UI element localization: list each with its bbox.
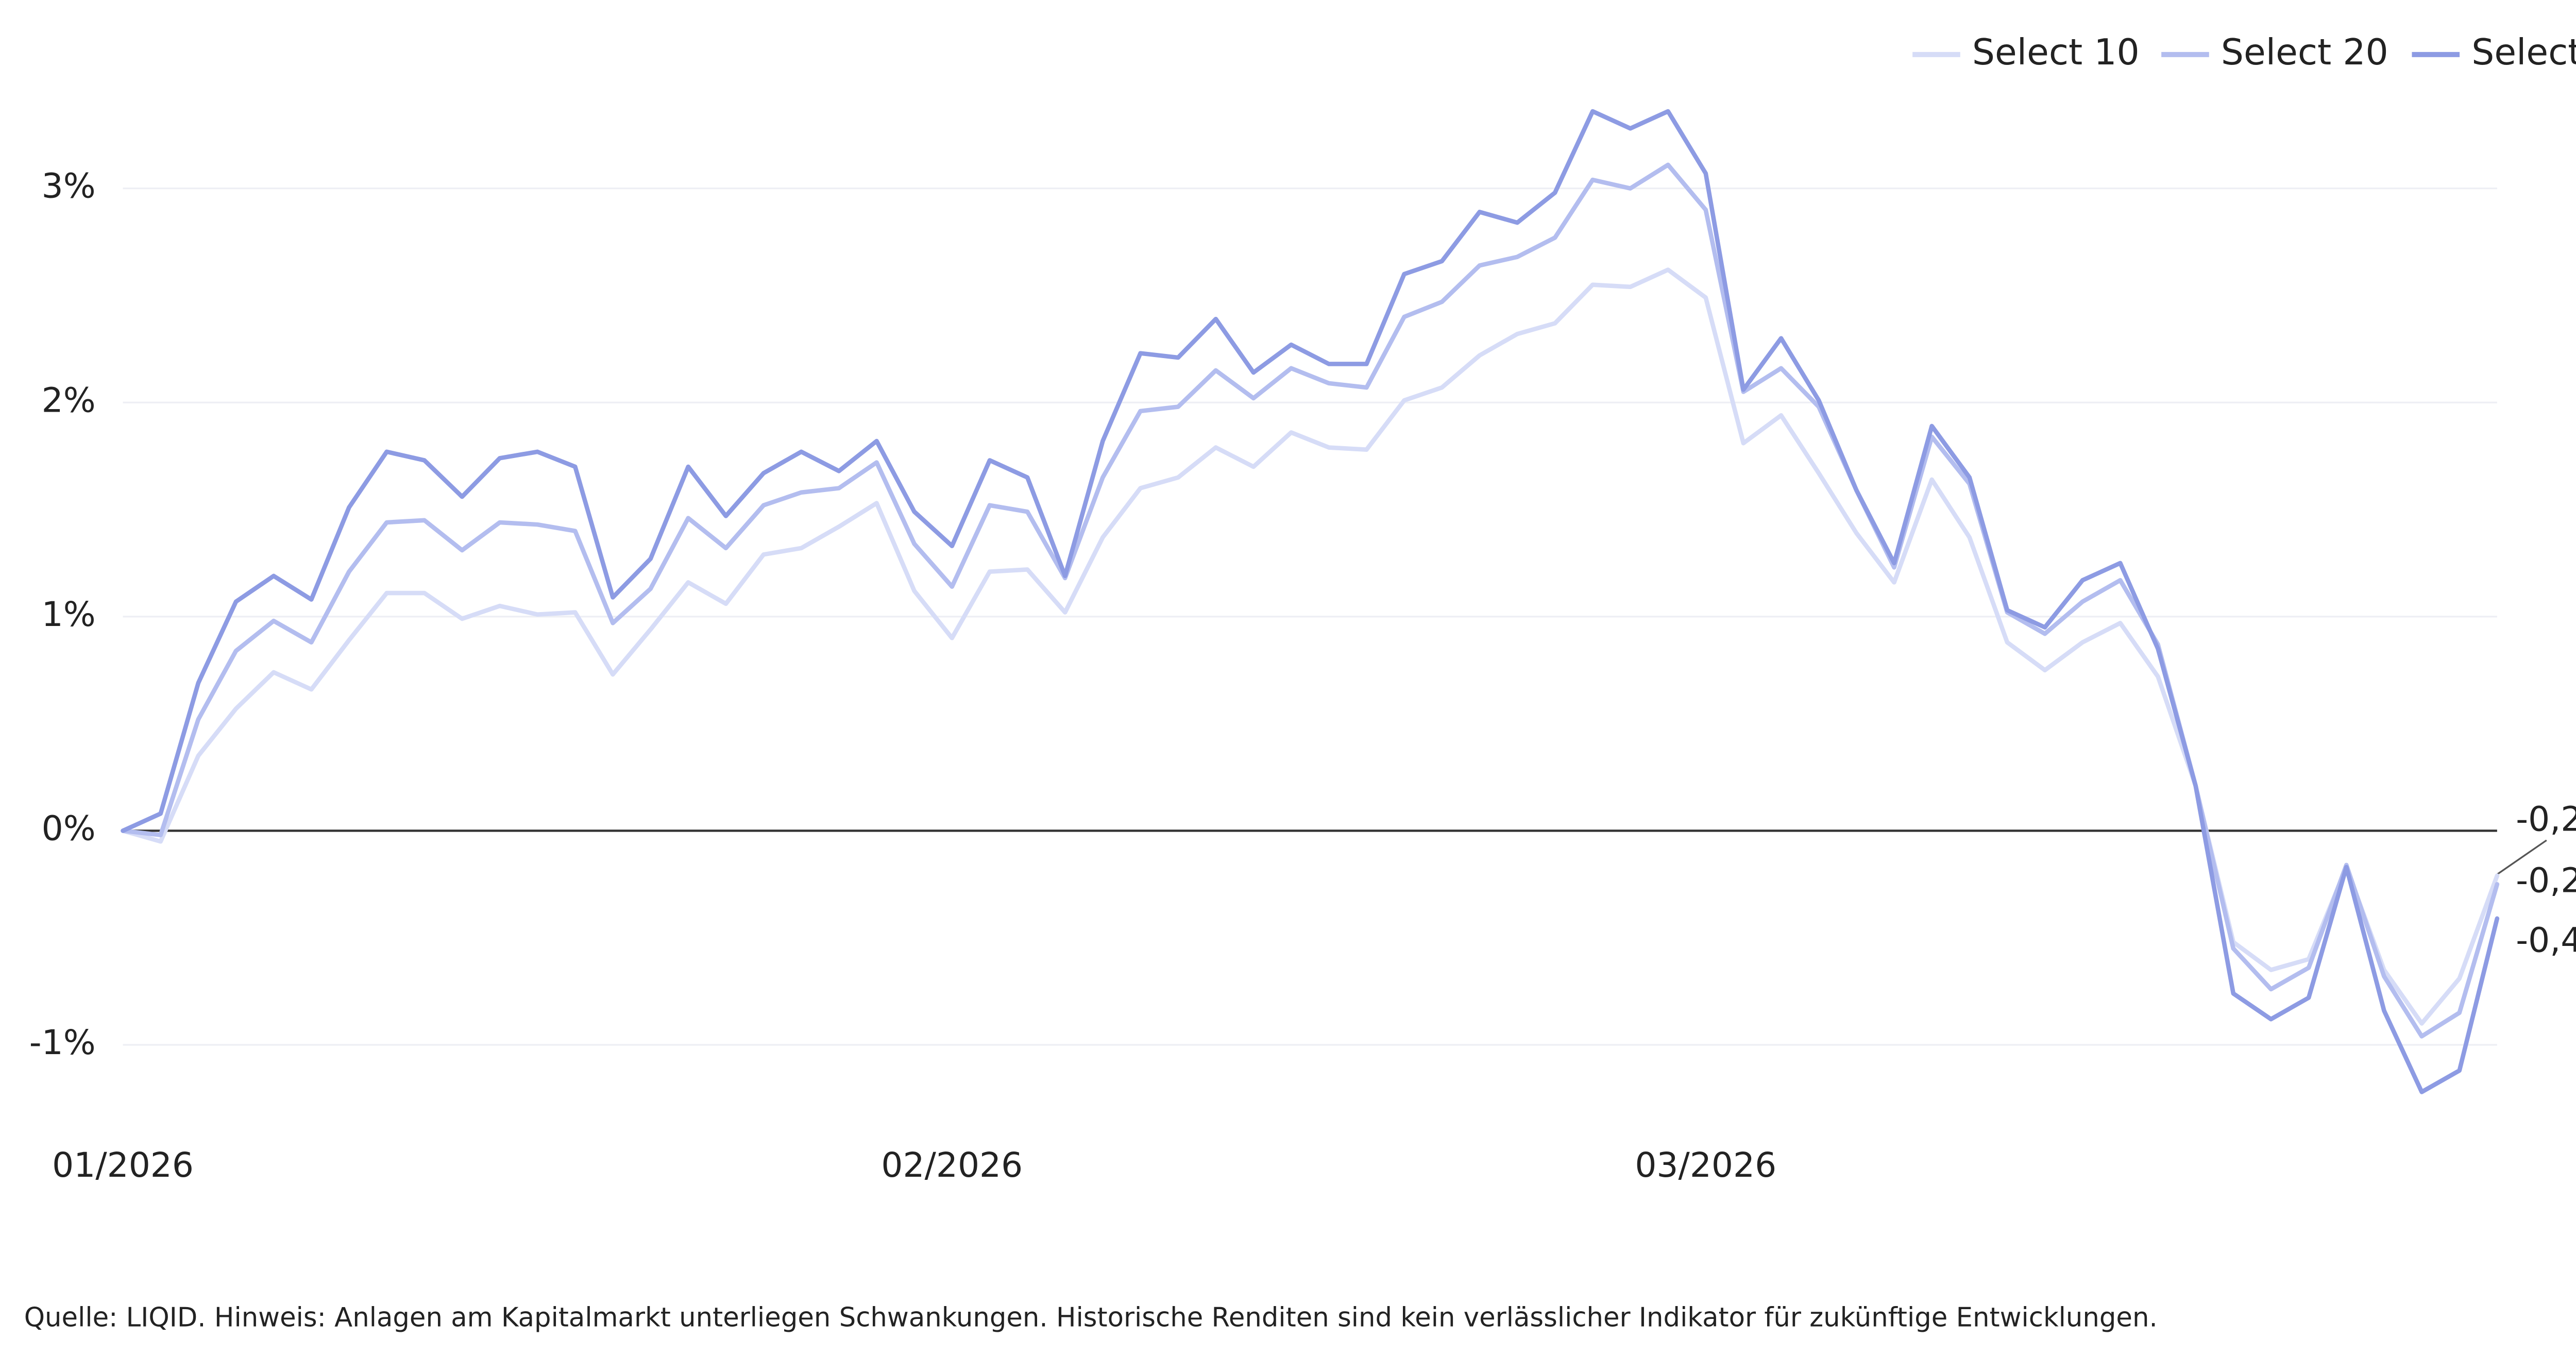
x-tick-label: 03/2026	[1635, 1145, 1776, 1185]
series-line	[121, 109, 2500, 1094]
label-connector	[2496, 839, 2547, 875]
legend: Select 10 Select 20 Select 30	[1912, 32, 2576, 73]
series-line	[121, 162, 2500, 1039]
value-label: -0,41%	[2516, 920, 2576, 960]
series-line	[121, 267, 2500, 1026]
y-tick-label: 1%	[42, 595, 96, 634]
y-tick-label: 0%	[42, 808, 96, 848]
x-tick-label: 01/2026	[52, 1145, 194, 1185]
source-note: Quelle: LIQID. Hinweis: Anlagen am Kapit…	[24, 1302, 2158, 1333]
y-tick-label: 3%	[42, 166, 96, 206]
y-tick-label: 2%	[42, 380, 96, 420]
legend-label: Select 30	[2471, 32, 2576, 73]
y-tick-label: -1%	[29, 1023, 96, 1062]
x-tick-label: 02/2026	[881, 1145, 1023, 1185]
value-label: -0,25%	[2516, 861, 2576, 901]
legend-label: Select 10	[1972, 32, 2140, 73]
legend-label: Select 20	[2221, 32, 2388, 73]
value-label: -0,21%	[2516, 800, 2576, 839]
